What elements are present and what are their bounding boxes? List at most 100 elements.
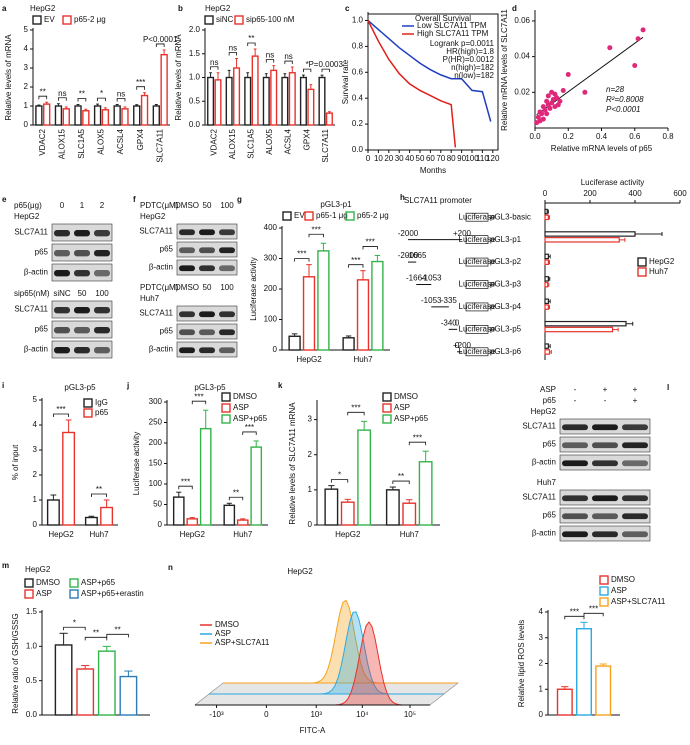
- legend-label: EV: [294, 211, 305, 220]
- reporter-label: Luciferase: [459, 324, 496, 333]
- x-tick-label: 0: [264, 710, 269, 719]
- y-tick-label: 150: [149, 459, 163, 468]
- construct-label: pGL3-p5: [490, 324, 522, 333]
- condition-label: sip65(nM): [14, 289, 50, 298]
- title: HepG2: [287, 567, 313, 576]
- bar: [54, 105, 63, 126]
- bar: [288, 335, 301, 351]
- legend-swatch: [32, 15, 42, 25]
- significance-bracket: [265, 59, 275, 63]
- legend-label: ASP+p65: [233, 414, 268, 423]
- x-tick-label: GPX4: [302, 128, 311, 150]
- y-tick-label: 1: [24, 101, 29, 110]
- band: [74, 307, 90, 314]
- y-tick-label: 250: [149, 418, 163, 427]
- band: [74, 230, 90, 237]
- bar: [544, 253, 549, 260]
- significance-bracket: [284, 60, 293, 65]
- subtitle: HepG2: [25, 565, 51, 574]
- bar: [250, 446, 263, 526]
- bar: [225, 76, 233, 126]
- annotation: R²=0.8008: [606, 95, 644, 104]
- band: [199, 329, 215, 336]
- band: [179, 329, 195, 336]
- point: [607, 45, 613, 51]
- bar: [356, 279, 370, 351]
- band: [562, 424, 588, 431]
- significance-label: *: [306, 60, 309, 69]
- reporter-box: [465, 325, 489, 334]
- legend-swatch: [221, 403, 231, 413]
- panel-label: l: [667, 383, 669, 392]
- legend-label: DMSO: [215, 620, 239, 629]
- significance-label: ***: [570, 607, 579, 616]
- bar: [186, 518, 199, 526]
- band: [179, 247, 195, 254]
- stat-label: n(low)=182: [454, 71, 494, 80]
- legend-swatch: [304, 211, 314, 221]
- title: pGL3-p1: [320, 200, 352, 209]
- legend-label: p65: [95, 408, 109, 417]
- y-tick-label: 0: [158, 520, 163, 529]
- legend-label: ASP: [36, 589, 52, 598]
- band: [74, 250, 90, 257]
- bar: [340, 501, 355, 526]
- panel-label: f: [133, 195, 136, 204]
- reporter-box: [465, 302, 489, 312]
- reporter-label: Luciferase: [459, 212, 496, 221]
- bar: [544, 214, 549, 221]
- band: [94, 347, 110, 354]
- band: [94, 307, 110, 314]
- x-tick-label: 0.0: [529, 132, 541, 141]
- row-label: β-actin: [149, 345, 173, 354]
- band: [219, 347, 235, 354]
- fragment-label: -1053: [421, 296, 442, 305]
- bar: [544, 349, 551, 355]
- stat-label: HR(high)=1.8: [446, 47, 494, 56]
- y-tick-label: 1.5: [26, 607, 38, 616]
- histogram: [209, 611, 444, 695]
- row-label: p65: [543, 440, 557, 449]
- fragment-label: +200: [453, 341, 472, 350]
- lane-label: +: [633, 385, 638, 394]
- significance-bracket: [348, 264, 364, 268]
- fragment-label: -1053: [421, 274, 442, 283]
- y-tick-label: 0.0: [189, 120, 201, 129]
- row-label: p65: [160, 327, 174, 336]
- y-tick-label: 200: [149, 438, 163, 447]
- legend-label: DMSO: [611, 575, 635, 584]
- significance-bracket: [178, 485, 193, 490]
- significance-label: **: [114, 625, 120, 634]
- bar: [262, 76, 270, 126]
- stat-label: P(HR)=0.0012: [443, 55, 495, 64]
- bar: [318, 76, 326, 126]
- band: [179, 229, 195, 236]
- legend-swatch: [24, 578, 34, 588]
- lane-label: 100: [220, 283, 234, 292]
- condition-label: p65(μg): [14, 201, 42, 210]
- y-tick-label: 2: [33, 470, 38, 479]
- significance-bracket: [191, 400, 207, 405]
- blot-title: Huh7: [537, 478, 557, 487]
- reporter-label: Luciferase: [459, 235, 496, 244]
- bar: [317, 250, 330, 351]
- bar: [82, 110, 90, 126]
- x-tick-label: HepG2: [180, 530, 206, 539]
- construct-label: pGL3-p1: [490, 235, 522, 244]
- legend-swatch: [382, 392, 392, 402]
- legend-swatch: [204, 15, 214, 25]
- fragment-label: -1665: [406, 251, 427, 260]
- bar: [544, 320, 627, 327]
- bar: [119, 675, 138, 716]
- band: [54, 327, 70, 334]
- x-tick-label: -10³: [209, 710, 224, 719]
- y-tick-label: 1: [33, 495, 38, 504]
- lane-label: DMSO: [175, 201, 199, 210]
- significance-label: ***: [181, 477, 190, 486]
- significance-label: ***: [413, 433, 422, 442]
- significance-bracket: [84, 636, 108, 641]
- annotation: n=28: [606, 85, 625, 94]
- fragment-label: +200: [453, 229, 472, 238]
- x-axis-label: FITC-A: [300, 726, 326, 735]
